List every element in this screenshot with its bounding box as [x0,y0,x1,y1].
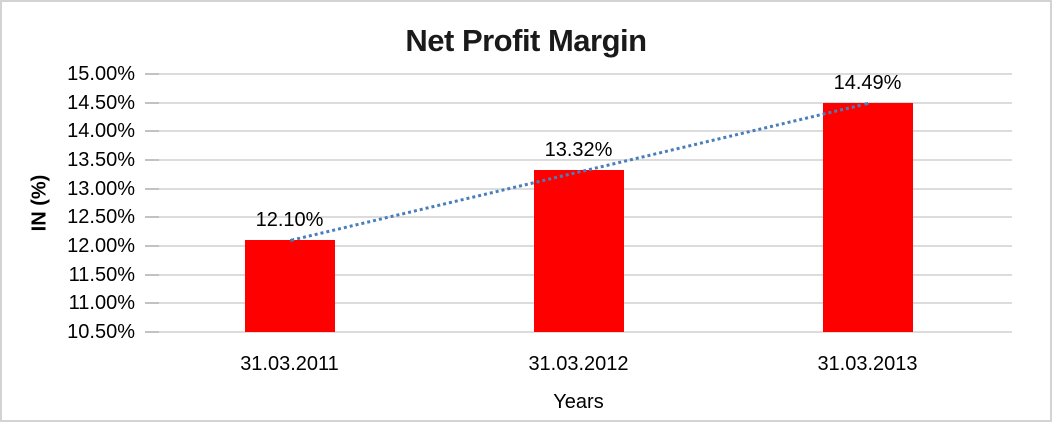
axis-tick [145,130,159,133]
axis-tick [145,159,159,161]
y-tick-label: 11.50% [68,263,135,286]
gridline [145,101,1012,104]
x-category-label: 31.03.2013 [817,353,918,375]
axis-tick [145,101,159,104]
bar-value-label: 12.10% [255,209,324,232]
y-tick-label: 15.00% [67,63,135,85]
y-tick-label: 12.00% [67,235,135,257]
bar-value-label: 13.32% [544,139,613,162]
y-tick-label: 11.00% [68,292,135,315]
axis-tick [145,216,159,219]
y-tick-label: 12.50% [67,206,135,229]
gridline [145,331,1012,333]
x-category-label: 31.03.2011 [240,353,339,375]
bar-value-label: 14.49% [833,72,902,95]
axis-tick [145,73,159,75]
y-tick-label: 13.00% [67,177,135,200]
y-tick-label: 13.50% [67,149,135,171]
axis-tick [145,273,159,276]
chart-title: Net Profit Margin [405,23,647,58]
y-tick-label: 14.50% [67,91,135,114]
y-tick-label: 10.50% [67,321,135,343]
bar [533,170,624,332]
gridline [145,159,1012,161]
axis-tick [145,245,159,247]
axis-tick [145,302,159,305]
x-category-label: 31.03.2012 [528,353,629,375]
y-tick-label: 14.00% [67,120,135,143]
axis-tick [145,187,159,190]
gridline [145,130,1012,133]
bar [244,240,335,332]
gridline [145,73,1012,75]
axis-tick [145,331,159,333]
bar [822,103,913,332]
x-axis-title: Years [553,391,604,413]
